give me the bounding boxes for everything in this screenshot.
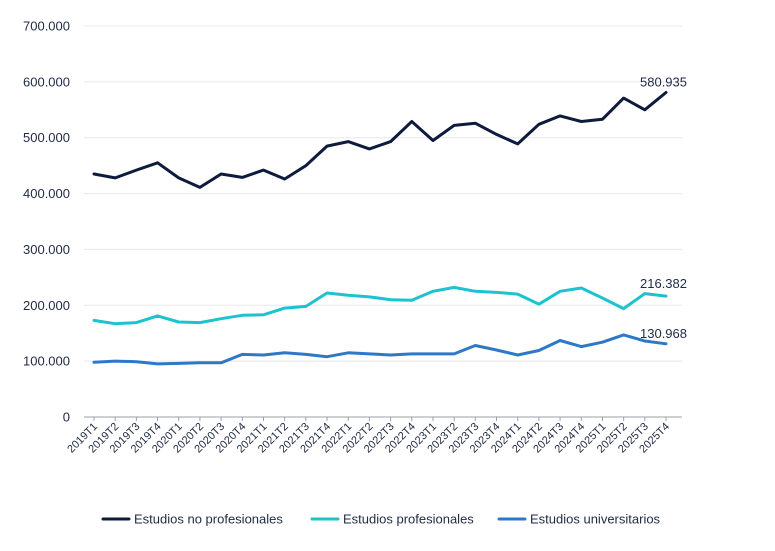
legend: Estudios no profesionales Estudios profes…: [101, 512, 661, 527]
y-tick-label: 300.000: [23, 242, 70, 257]
grid-lines: [84, 25, 682, 362]
y-tick-label: 600.000: [23, 74, 70, 89]
series-end-label: 580.935: [640, 75, 687, 90]
series-end-label: 130.968: [640, 326, 687, 341]
series-line: [92, 333, 668, 366]
series-group: 580.935 216.382 130.968: [92, 75, 687, 366]
y-tick-label: 0: [63, 410, 70, 425]
y-tick-label: 400.000: [23, 186, 70, 201]
series-line: [92, 91, 668, 189]
series-end-label: 216.382: [640, 276, 687, 291]
legend-label: Estudios profesionales: [343, 512, 474, 527]
y-tick-label: 700.000: [23, 19, 70, 34]
y-tick-label: 100.000: [23, 354, 70, 369]
series-line: [92, 285, 668, 326]
x-axis: 2019T12019T22019T32019T42020T12020T22020…: [65, 417, 672, 456]
y-axis: 0 100.000 200.000 300.000 400.000 500.000 600.…: [23, 19, 70, 425]
legend-label: Estudios no profesionales: [134, 512, 283, 527]
y-tick-label: 200.000: [23, 298, 70, 313]
legend-label: Estudios universitarios: [530, 512, 661, 527]
y-tick-label: 500.000: [23, 130, 70, 145]
